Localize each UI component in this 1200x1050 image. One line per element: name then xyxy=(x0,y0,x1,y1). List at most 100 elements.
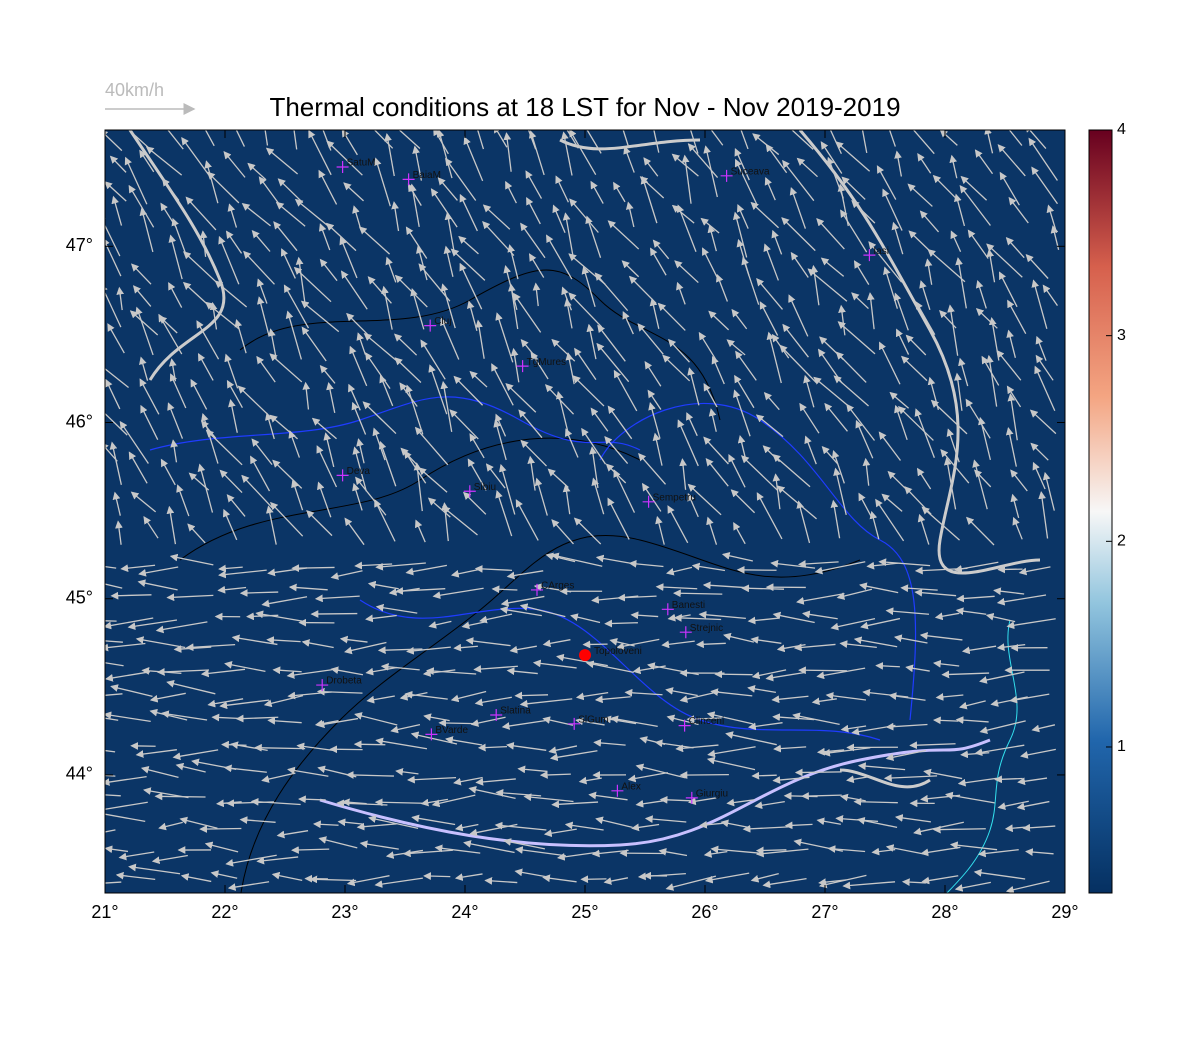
wind-arrow xyxy=(431,794,476,808)
wind-arrow xyxy=(105,367,129,389)
wind-arrow xyxy=(831,450,845,484)
city-marker xyxy=(490,709,503,722)
wind-arrow xyxy=(637,872,686,881)
wind-arrow xyxy=(1017,777,1048,786)
wind-arrow xyxy=(755,848,809,858)
colorbar-ticks: 1 2 3 4 xyxy=(1106,121,1126,755)
wind-arrow xyxy=(493,419,507,461)
wind-arrow xyxy=(105,711,151,723)
wind-arrow xyxy=(667,505,689,544)
wind-arrow xyxy=(856,816,898,828)
city-label: SlGum xyxy=(578,714,609,725)
wind-arrow xyxy=(111,195,123,226)
wind-arrow xyxy=(755,414,784,438)
wind-arrow xyxy=(562,484,571,515)
wind-arrow xyxy=(514,868,548,878)
wind-arrow xyxy=(156,668,210,676)
wind-arrow xyxy=(796,592,845,605)
wind-arrow xyxy=(839,640,877,649)
x-tick-label: 22° xyxy=(211,902,238,922)
cities: SatuM BaiaM Suceava Iasi Cluj TgMures Deva Sibi… xyxy=(316,158,889,804)
wind-arrow xyxy=(171,217,188,257)
wind-arrow xyxy=(438,719,476,727)
city-marker xyxy=(336,161,349,174)
wind-arrow xyxy=(667,338,690,363)
wind-arrow xyxy=(894,404,908,441)
wind-arrow xyxy=(250,797,301,806)
wind-arrow xyxy=(838,304,846,336)
wind-arrow xyxy=(594,695,631,704)
wind-arrow xyxy=(764,176,776,201)
wind-arrow xyxy=(138,566,179,577)
wind-arrow xyxy=(491,585,518,594)
wind-arrow xyxy=(127,130,152,151)
wind-arrow xyxy=(590,180,604,204)
wind-arrow xyxy=(953,193,966,227)
wind-arrows xyxy=(105,130,1060,893)
wind-arrow xyxy=(109,441,122,485)
wind-arrow xyxy=(363,333,397,361)
wind-arrow xyxy=(750,201,779,229)
wind-arrow xyxy=(575,692,609,701)
wind-arrow xyxy=(356,438,365,464)
wind-arrow xyxy=(665,687,698,697)
wind-arrow xyxy=(508,283,519,330)
wind-arrow xyxy=(947,304,959,356)
wind-arrow xyxy=(585,215,602,258)
wind-arrow xyxy=(105,583,123,589)
wind-arrow xyxy=(613,469,636,513)
wind-arrow xyxy=(691,562,726,572)
wind-arrow xyxy=(525,170,543,199)
wind-arrow xyxy=(885,607,930,616)
wind-arrow xyxy=(503,132,512,172)
wind-arrow xyxy=(528,253,545,278)
wind-arrow xyxy=(944,791,995,804)
wind-arrow xyxy=(686,412,698,437)
wind-arrow xyxy=(523,793,574,803)
wind-arrow xyxy=(343,182,364,202)
wind-arrow xyxy=(217,585,247,594)
x-tick-label: 28° xyxy=(931,902,958,922)
wind-arrow xyxy=(1012,516,1023,540)
wind-arrow xyxy=(730,489,756,514)
wind-arrow xyxy=(207,171,240,204)
wind-arrow xyxy=(888,130,896,147)
wind-arrow xyxy=(374,798,424,807)
wind-arrow xyxy=(532,659,577,669)
city-marker xyxy=(685,791,698,804)
wind-arrow xyxy=(453,375,484,406)
wind-arrow xyxy=(532,282,541,307)
wind-arrow xyxy=(479,613,513,624)
wind-arrow xyxy=(934,612,960,621)
wind-arrow xyxy=(316,445,338,488)
wind-arrow xyxy=(398,130,421,149)
wind-arrow xyxy=(564,821,604,831)
wind-arrow xyxy=(610,715,658,728)
wind-arrow xyxy=(687,367,700,406)
wind-arrow xyxy=(105,845,129,854)
wind-arrow xyxy=(168,234,183,280)
wind-arrow xyxy=(679,458,687,490)
wind-arrow xyxy=(430,188,458,228)
wind-arrow xyxy=(1020,748,1056,759)
city-marker xyxy=(863,249,876,262)
wind-arrow xyxy=(742,824,789,833)
wind-arrow xyxy=(923,768,963,780)
wind-arrow xyxy=(155,621,208,634)
wind-arrow xyxy=(491,363,514,406)
wind-arrow xyxy=(530,351,549,380)
wind-arrow xyxy=(506,741,547,751)
wind-arrow xyxy=(428,364,448,415)
wind-arrow xyxy=(542,716,574,726)
wind-arrow xyxy=(443,245,454,277)
y-tick-label: 46° xyxy=(66,411,93,431)
wind-arrow xyxy=(204,160,219,204)
city-marker xyxy=(611,784,624,797)
wind-arrow xyxy=(924,258,933,285)
wind-arrow xyxy=(593,739,626,747)
wind-arrow xyxy=(267,716,302,725)
wind-arrow xyxy=(170,439,178,463)
site-label: Topoloveni xyxy=(594,646,642,657)
wind-arrow xyxy=(375,737,428,750)
wind-arrow xyxy=(1029,409,1057,435)
